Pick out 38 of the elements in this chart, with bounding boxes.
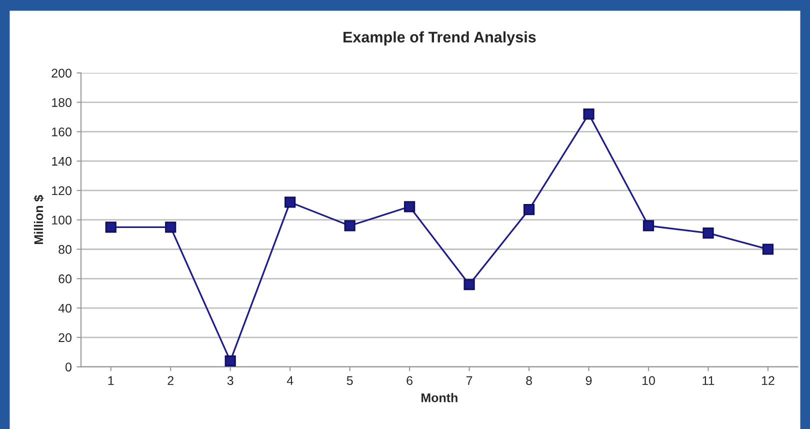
point [165,222,176,233]
point [523,204,535,216]
y-tick-label: 40 [58,304,72,313]
y-tick-label: 120 [52,186,72,196]
y-tick-label: 20 [58,333,72,342]
y-tick-label: 160 [52,128,72,136]
x-tick-label: 4 [286,376,294,385]
x-tick-label: 2 [168,376,174,385]
point [224,355,236,366]
x-tick-label: 7 [466,376,472,385]
chart-title: Example of Trend Analysis [344,31,536,46]
x-tick-label: 11 [702,376,714,385]
x-tick-label: 10 [642,376,655,386]
point [762,244,774,255]
point [583,108,594,120]
y-axis-title: Million $ [34,195,44,244]
x-tick-label: 12 [762,376,774,385]
x-tick-label: 1 [108,376,114,385]
point [642,220,654,232]
x-tick-label: 9 [586,376,592,386]
point [464,278,475,290]
x-tick-label: 8 [526,376,532,386]
point [702,228,714,239]
x-tick-label: 3 [227,376,234,386]
x-tick-label: 5 [346,376,353,386]
point [344,220,356,232]
x-tick-label: 6 [406,376,412,386]
point [404,201,416,212]
y-tick-label: 100 [52,216,72,225]
y-tick-label: 0 [66,362,72,372]
x-axis-title: Month [422,393,458,402]
y-tick-label: 200 [52,68,72,78]
y-tick-label: 140 [52,156,72,166]
y-tick-label: 60 [58,274,72,284]
y-tick-label: 80 [58,245,72,254]
point [284,196,296,208]
point [105,222,116,233]
y-tick-label: 180 [52,98,72,107]
